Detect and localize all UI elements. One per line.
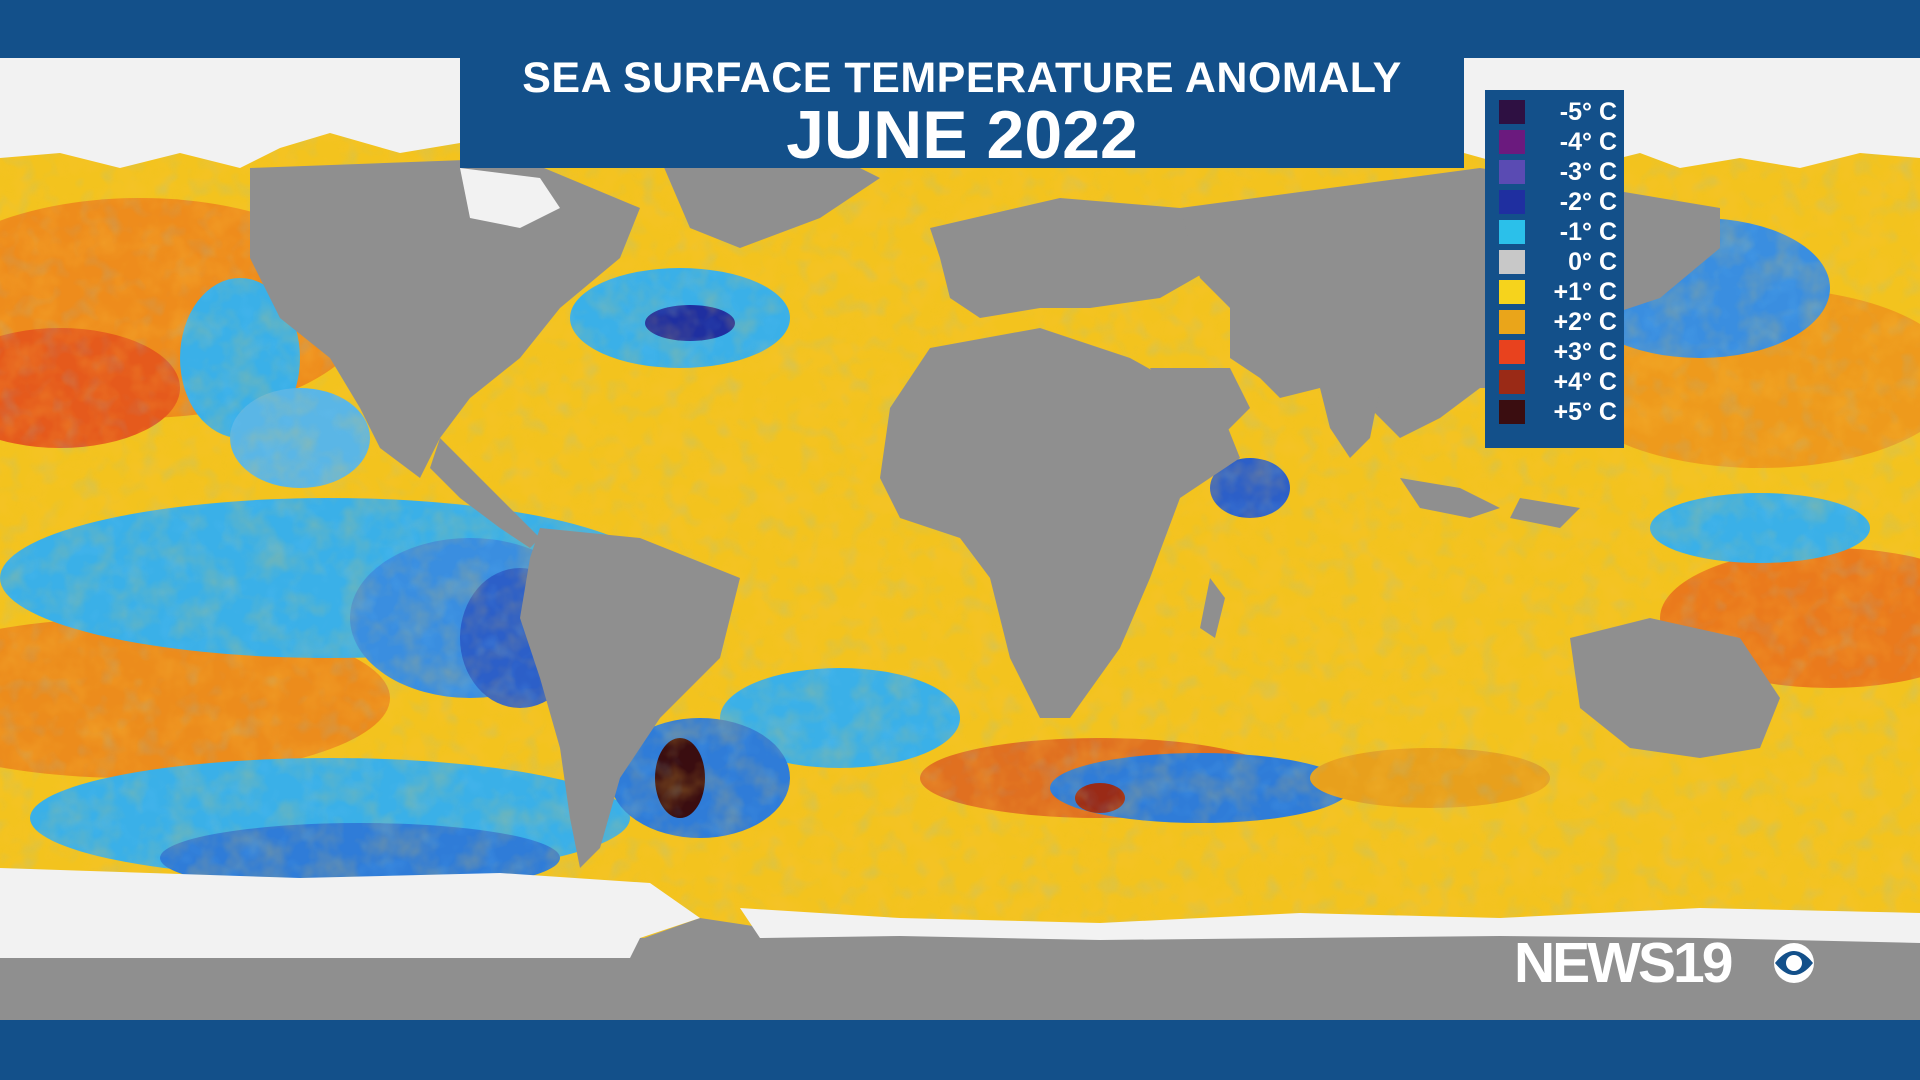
legend-swatch — [1499, 130, 1525, 154]
legend-item: -3° C — [1499, 158, 1619, 186]
legend-item: -5° C — [1499, 98, 1619, 126]
legend-label: +5° C — [1553, 398, 1617, 426]
legend-label: -3° C — [1559, 158, 1617, 186]
news19-logo: NEWS19 — [1514, 933, 1814, 993]
legend-swatch — [1499, 220, 1525, 244]
top-band — [0, 0, 1920, 58]
title-panel: SEA SURFACE TEMPERATURE ANOMALY JUNE 202… — [460, 54, 1464, 173]
land — [0, 148, 1920, 1020]
legend-swatch — [1499, 250, 1525, 274]
legend-item: -1° C — [1499, 218, 1619, 246]
legend-item: 0° C — [1499, 248, 1619, 276]
legend-label: +2° C — [1553, 308, 1617, 336]
legend-swatch — [1499, 340, 1525, 364]
legend-swatch — [1499, 400, 1525, 424]
legend-item: +2° C — [1499, 308, 1619, 336]
legend-item: +4° C — [1499, 368, 1619, 396]
map-title: SEA SURFACE TEMPERATURE ANOMALY — [522, 54, 1402, 102]
legend-label: +1° C — [1553, 278, 1617, 306]
legend-item: +3° C — [1499, 338, 1619, 366]
legend-label: -2° C — [1559, 188, 1617, 216]
bottom-band — [0, 1020, 1920, 1080]
legend-label: -4° C — [1559, 128, 1617, 156]
legend-label: -5° C — [1559, 98, 1617, 126]
legend-swatch — [1499, 310, 1525, 334]
legend-label: 0° C — [1568, 248, 1617, 276]
map-date: JUNE 2022 — [786, 97, 1138, 173]
legend-item: -4° C — [1499, 128, 1619, 156]
legend-item: +5° C — [1499, 398, 1619, 426]
legend-label: -1° C — [1559, 218, 1617, 246]
legend-item: +1° C — [1499, 278, 1619, 306]
legend-swatch — [1499, 370, 1525, 394]
legend-label: +4° C — [1553, 368, 1617, 396]
cbs-eye-icon — [1774, 943, 1814, 983]
legend-swatch — [1499, 100, 1525, 124]
legend-item: -2° C — [1499, 188, 1619, 216]
legend-swatch — [1499, 190, 1525, 214]
legend-swatch — [1499, 160, 1525, 184]
temperature-legend: -5° C -4° C -3° C -2° C -1° C 0° C +1° C… — [1485, 90, 1624, 448]
legend-label: +3° C — [1553, 338, 1617, 366]
logo-wordmark: NEWS19 — [1514, 931, 1733, 995]
legend-swatch — [1499, 280, 1525, 304]
sst-anomaly-map — [0, 58, 1920, 1020]
